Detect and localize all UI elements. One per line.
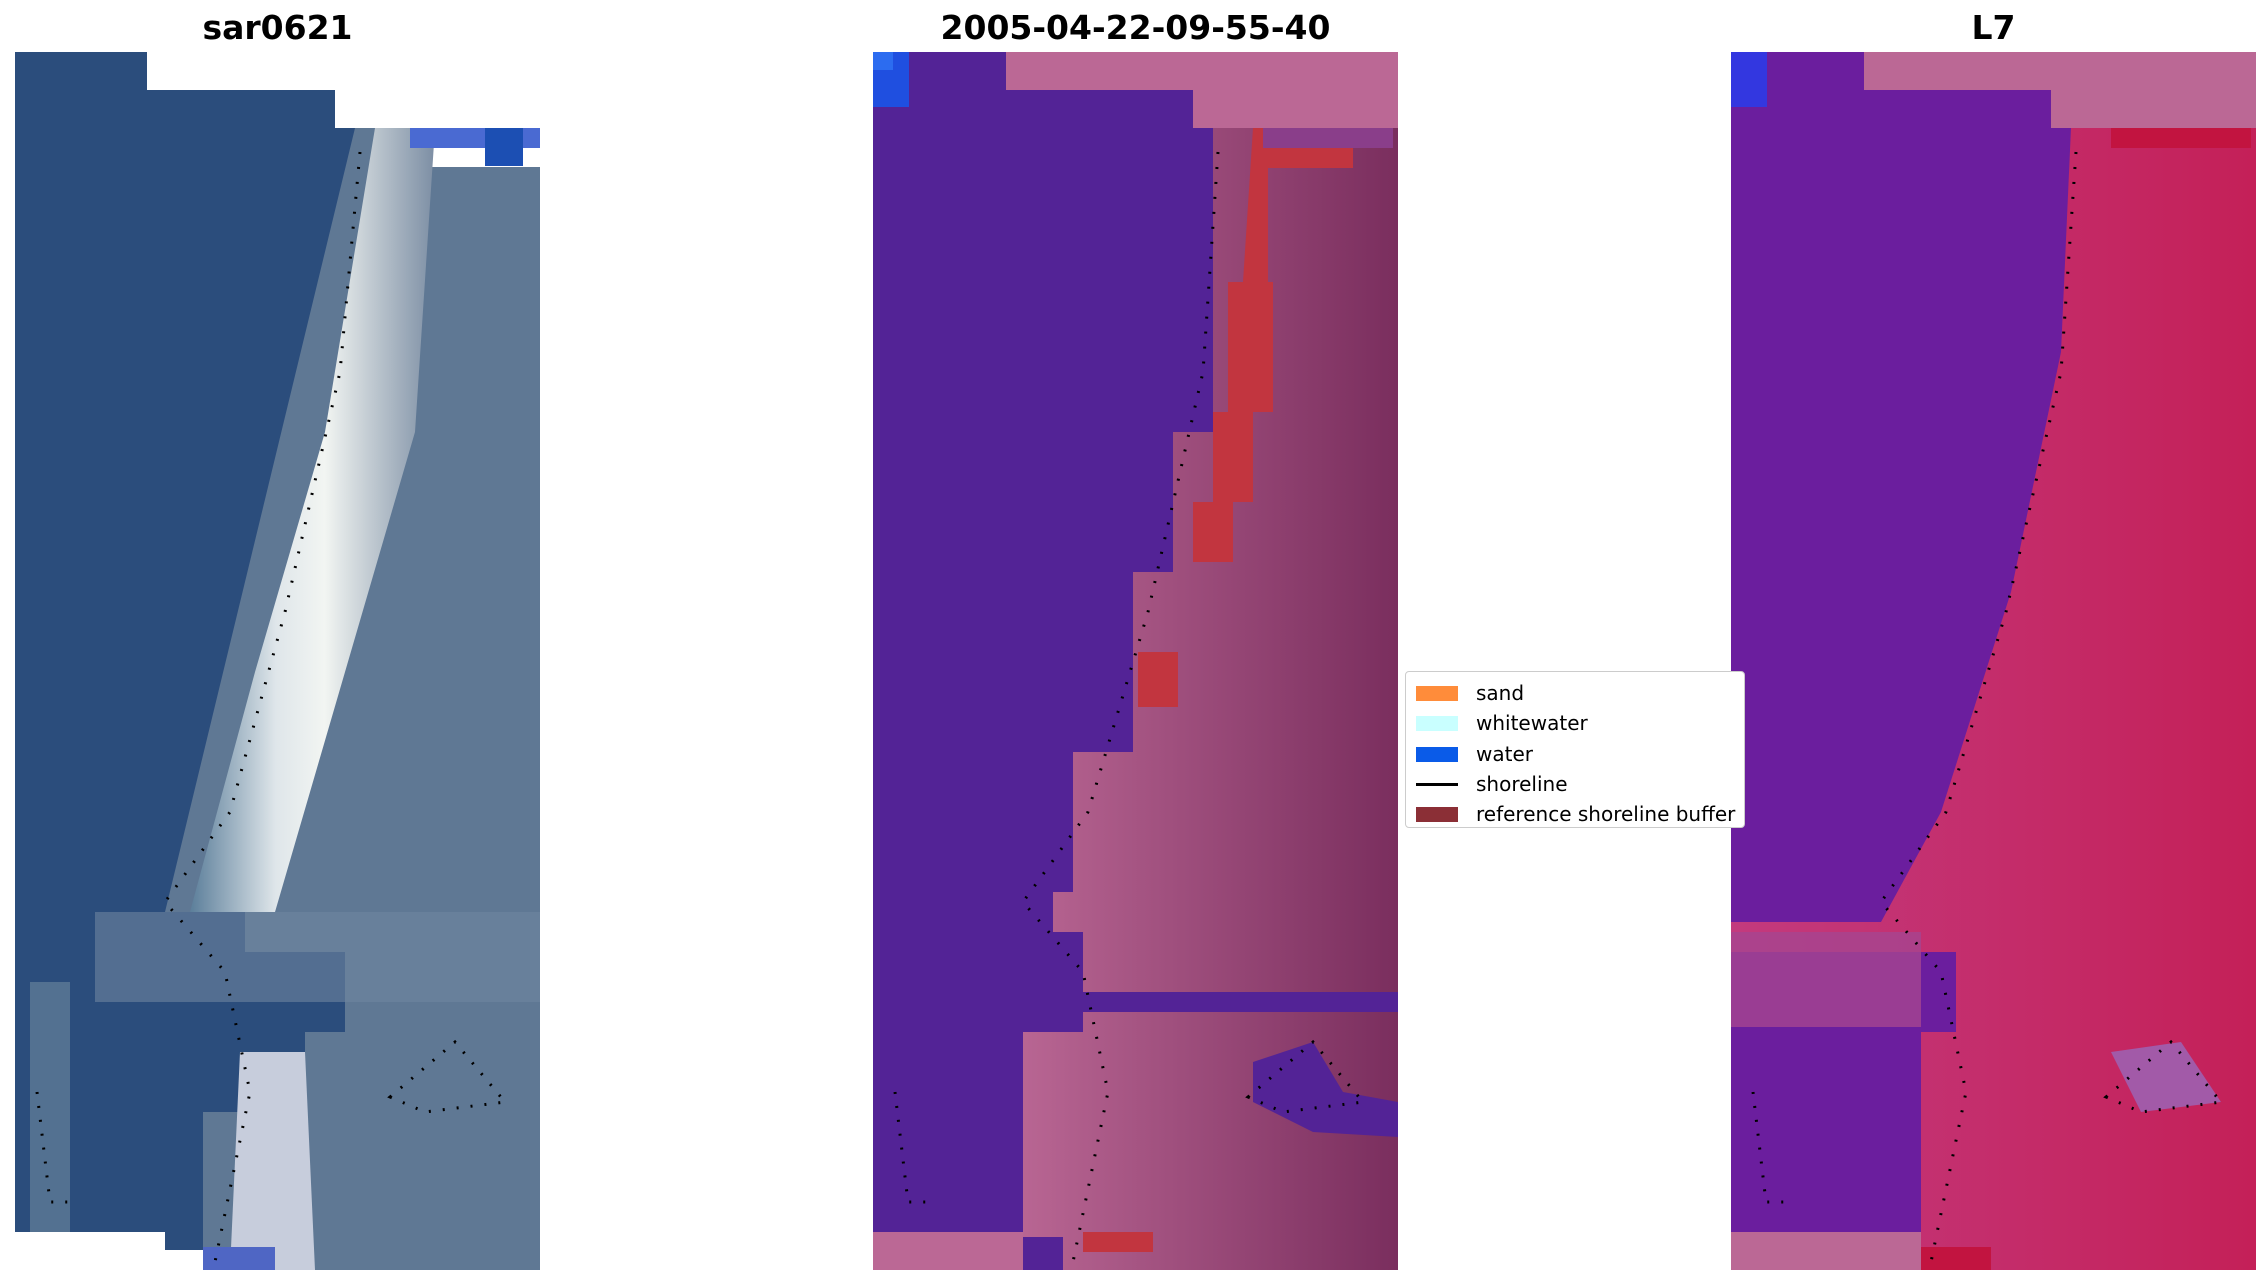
rgb-image: [15, 52, 540, 1270]
legend-label: shoreline: [1476, 772, 1568, 796]
whitewater-swatch: [1416, 715, 1458, 731]
classified-image: [873, 52, 1398, 1270]
legend: sand whitewater water shoreline referenc…: [1405, 671, 1745, 828]
classified-image-panel: [873, 52, 1398, 1270]
panel-title-classified: 2005-04-22-09-55-40: [940, 8, 1331, 47]
legend-item-water: water: [1416, 740, 1533, 768]
nir-image: [1731, 52, 2256, 1270]
panel-title-rgb: sar0621: [202, 8, 353, 47]
water-swatch: [1416, 746, 1458, 762]
reference-buffer-swatch: [1416, 806, 1458, 822]
legend-label: reference shoreline buffer: [1476, 802, 1736, 826]
shoreline-line-swatch: [1416, 782, 1458, 786]
legend-item-sand: sand: [1416, 679, 1524, 707]
legend-label: sand: [1476, 681, 1525, 705]
legend-label: water: [1476, 742, 1533, 766]
nir-image-panel: [1731, 52, 2256, 1270]
legend-item-shoreline: shoreline: [1416, 770, 1568, 798]
sand-swatch: [1416, 685, 1458, 701]
rgb-image-panel: [15, 52, 540, 1270]
legend-item-whitewater: whitewater: [1416, 709, 1588, 737]
legend-item-reference-buffer: reference shoreline buffer: [1416, 800, 1736, 827]
panel-title-nir: L7: [1971, 8, 2016, 47]
legend-label: whitewater: [1476, 711, 1588, 735]
